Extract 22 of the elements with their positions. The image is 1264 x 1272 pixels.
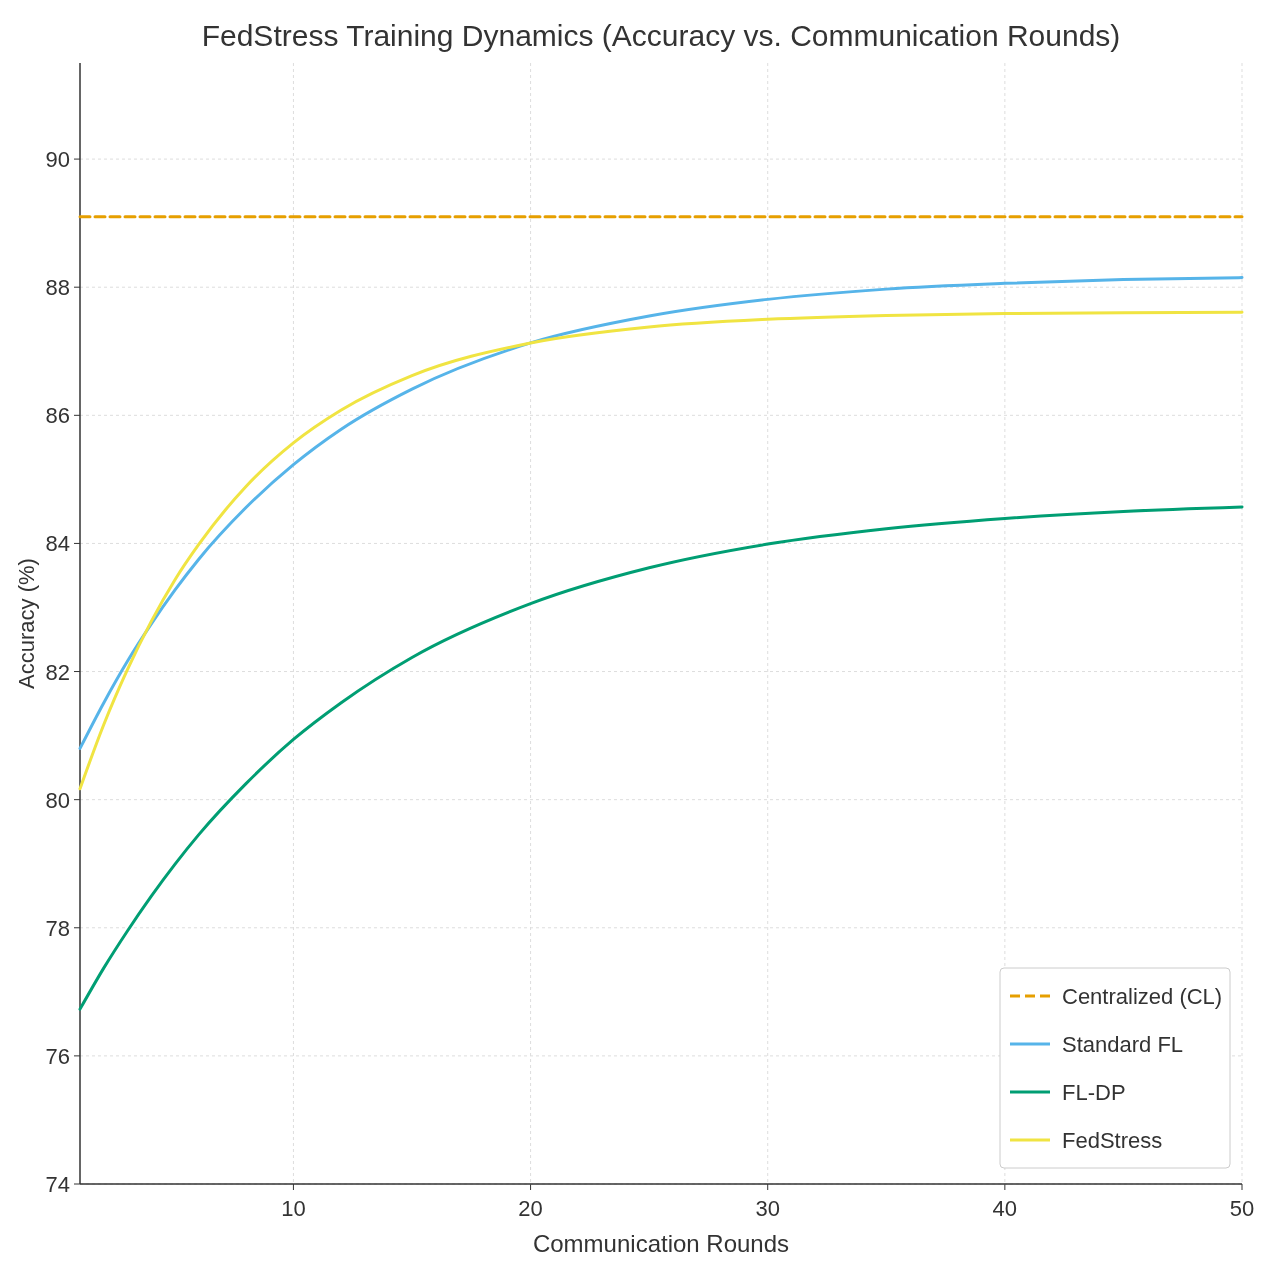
legend-label: FedStress (1062, 1128, 1163, 1153)
y-tick-label: 86 (45, 403, 70, 429)
line-series (78, 505, 1244, 1011)
y-tick-label: 80 (45, 787, 70, 813)
x-tick-label: 50 (1229, 1196, 1255, 1221)
y-tick-label: 76 (45, 1043, 70, 1069)
x-tick-label: 20 (518, 1196, 543, 1221)
y-tick-label: 78 (45, 915, 70, 941)
y-tick-label: 88 (45, 275, 70, 301)
y-axis-title: Accuracy (%) (14, 558, 39, 689)
x-tick-label: 10 (281, 1196, 306, 1221)
y-tick-label: 82 (45, 659, 70, 685)
y-tick-label: 84 (45, 531, 70, 557)
x-axis-title: Communication Rounds (532, 1230, 790, 1257)
legend-label: Centralized (CL) (1062, 984, 1223, 1009)
x-tick-label: 30 (755, 1196, 780, 1221)
y-tick-label: 74 (45, 1172, 70, 1197)
legend-label: FL-DP (1062, 1080, 1126, 1105)
chart-title: FedStress Training Dynamics (Accuracy vs. Communication Rounds) (201, 19, 1121, 52)
y-tick-label: 90 (45, 147, 70, 173)
x-tick-label: 40 (992, 1196, 1018, 1221)
legend-label: Standard FL (1062, 1032, 1184, 1057)
